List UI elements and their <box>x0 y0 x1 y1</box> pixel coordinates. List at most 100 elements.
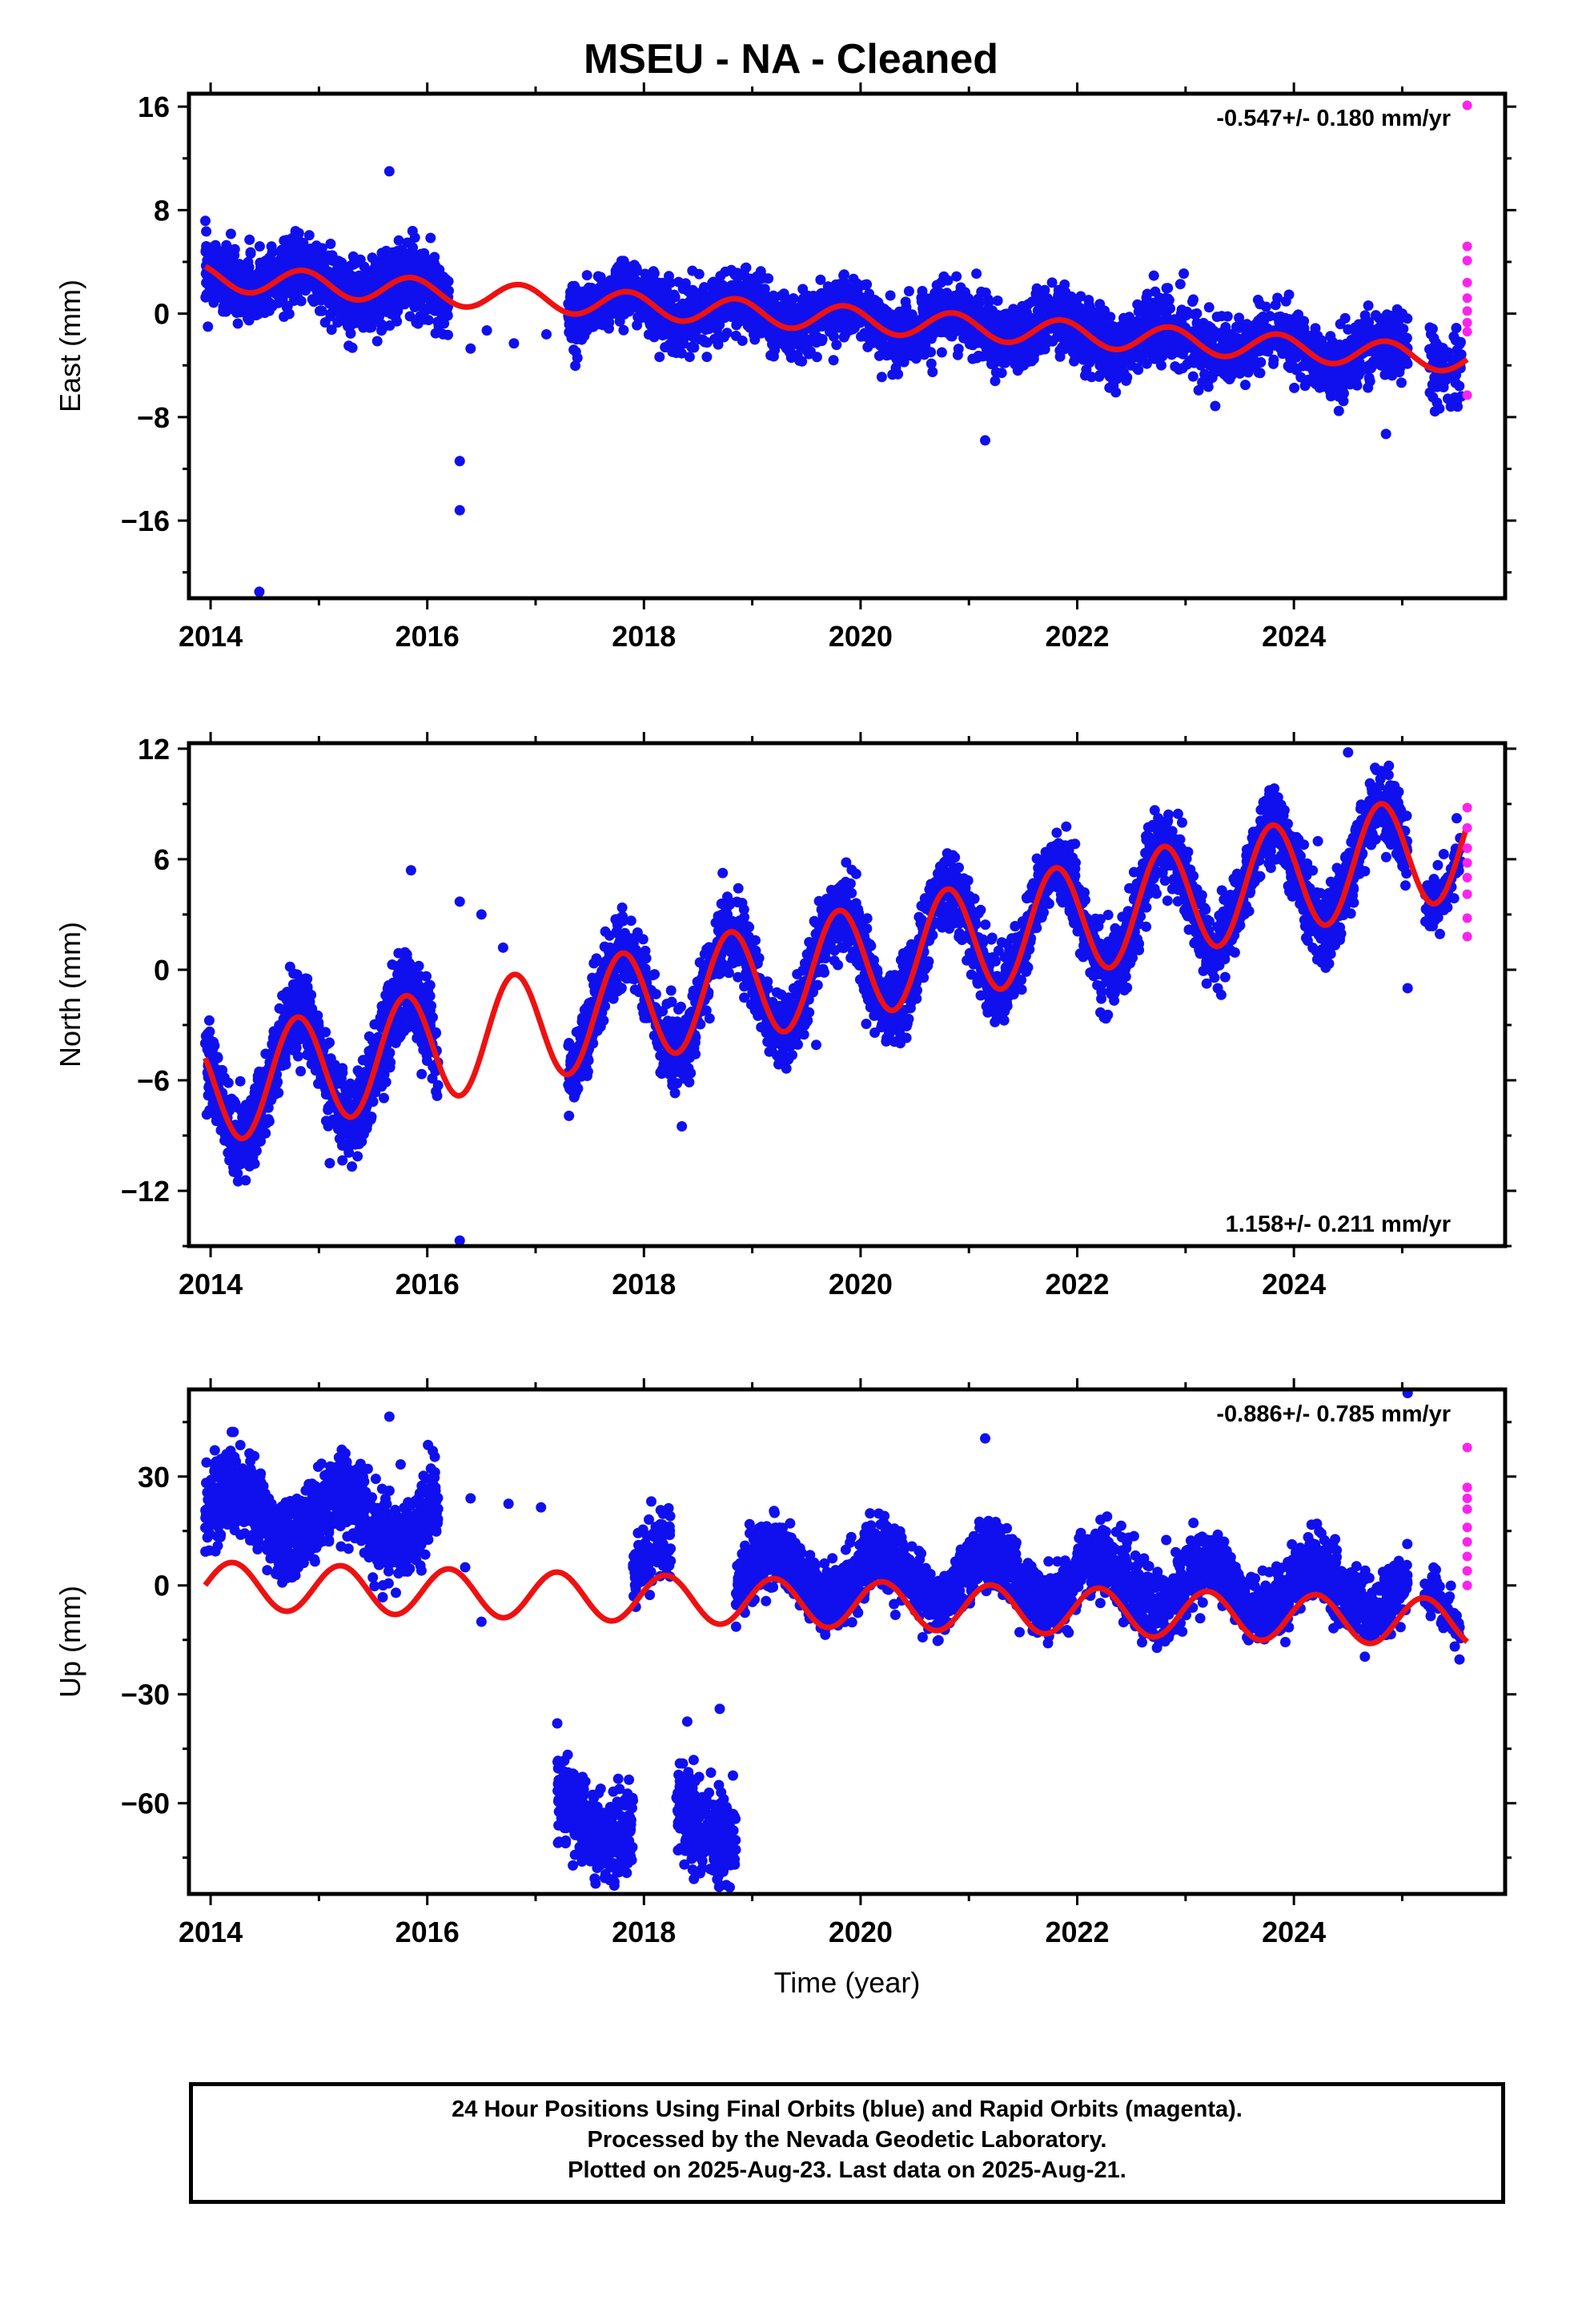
data-point <box>1062 301 1074 312</box>
data-point <box>409 302 420 312</box>
data-point <box>709 333 721 344</box>
data-point <box>1325 391 1336 402</box>
data-point <box>293 227 304 239</box>
data-point <box>1219 338 1230 349</box>
data-point <box>661 325 672 336</box>
data-point <box>776 290 787 301</box>
data-point <box>1283 289 1295 300</box>
data-point <box>919 349 930 360</box>
data-point <box>1450 377 1461 388</box>
data-point <box>818 297 829 308</box>
data-point <box>398 250 409 260</box>
data-point <box>581 270 592 281</box>
data-point <box>963 293 974 304</box>
data-point <box>1066 291 1077 302</box>
data-point <box>393 263 404 275</box>
data-point <box>1120 353 1131 364</box>
data-point <box>677 348 687 359</box>
data-point <box>201 226 212 237</box>
data-point <box>1289 382 1300 393</box>
data-point <box>1069 356 1080 367</box>
data-point <box>1299 380 1311 392</box>
data-point <box>1106 360 1118 372</box>
data-point <box>971 268 982 279</box>
data-point <box>1438 382 1449 392</box>
data-point <box>660 342 671 353</box>
outlier-point <box>828 355 839 366</box>
data-point <box>200 292 211 303</box>
rapid-point <box>1462 100 1472 111</box>
x-tick-label: 2016 <box>396 620 460 653</box>
data-point <box>897 348 909 359</box>
data-point <box>612 266 624 277</box>
data-point <box>1199 368 1211 380</box>
data-point <box>838 270 849 281</box>
data-point <box>982 350 994 361</box>
data-point <box>568 316 580 327</box>
east-ylabel: East (mm) <box>54 279 86 412</box>
data-point <box>1203 302 1215 313</box>
data-point <box>755 273 766 284</box>
data-point <box>1019 304 1030 316</box>
data-point <box>279 312 290 322</box>
data-point <box>830 321 841 332</box>
data-point <box>409 232 420 243</box>
data-point <box>654 352 665 363</box>
data-point <box>1241 319 1252 330</box>
data-point <box>292 284 303 296</box>
data-point <box>1363 300 1374 312</box>
data-point <box>423 315 434 326</box>
x-tick-label: 2014 <box>179 620 243 653</box>
data-point <box>1424 322 1435 333</box>
data-point <box>401 297 412 308</box>
data-point <box>225 228 236 239</box>
data-point <box>926 358 937 369</box>
data-point <box>289 272 299 283</box>
data-point <box>1010 359 1021 370</box>
chart-title: MSEU - NA - Cleaned <box>583 36 999 82</box>
data-point <box>935 300 946 311</box>
data-point <box>1114 321 1126 332</box>
data-point <box>1098 353 1109 364</box>
rapid-point <box>1462 293 1472 304</box>
data-point <box>1227 358 1238 369</box>
data-point <box>1351 380 1363 391</box>
data-point <box>1431 349 1442 360</box>
data-point <box>680 278 691 289</box>
north-points <box>199 747 1472 1246</box>
data-point <box>732 267 743 279</box>
data-point <box>701 352 713 363</box>
data-point <box>687 265 698 276</box>
data-point <box>687 289 698 300</box>
data-point <box>1379 347 1390 358</box>
data-point <box>240 300 251 312</box>
data-point <box>1379 369 1391 380</box>
data-point <box>936 347 947 358</box>
data-point <box>1174 279 1186 290</box>
data-point <box>721 305 732 316</box>
data-point <box>208 297 219 308</box>
data-point <box>905 337 916 348</box>
data-point <box>741 262 752 273</box>
data-point <box>925 332 936 343</box>
data-point <box>1111 373 1122 384</box>
data-point <box>730 330 741 341</box>
data-point <box>1031 283 1042 294</box>
data-point <box>1134 349 1146 360</box>
outlier-point <box>454 505 465 516</box>
data-point <box>212 288 223 300</box>
data-point <box>711 291 722 301</box>
data-point <box>244 234 255 245</box>
outlier-point <box>454 456 465 467</box>
y-tick-label: 16 <box>138 90 170 123</box>
data-point <box>1386 355 1397 366</box>
data-point <box>815 274 826 285</box>
data-point <box>217 250 228 261</box>
data-point <box>678 328 689 339</box>
data-point <box>393 235 404 246</box>
data-point <box>1338 396 1349 407</box>
data-point <box>443 329 453 340</box>
data-point <box>386 251 397 263</box>
data-point <box>1249 356 1260 367</box>
